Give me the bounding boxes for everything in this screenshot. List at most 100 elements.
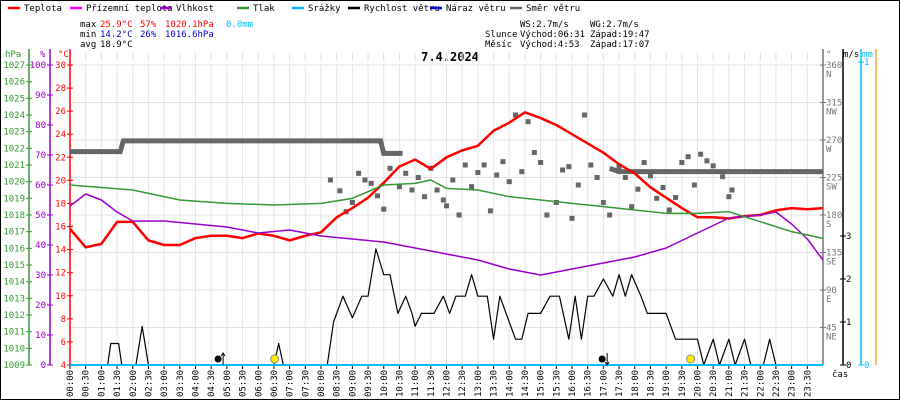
legend-item: Teplota: [24, 4, 62, 14]
x-tick-label: 10:00: [380, 370, 390, 397]
x-tick-label: 08:00: [317, 370, 327, 397]
pressure-tick-label: 1013: [3, 294, 25, 304]
wind-axis-unit: m/s: [843, 50, 859, 60]
pressure-tick-label: 1016: [3, 244, 25, 254]
wind-direction-point: [487, 208, 493, 214]
legend-item: Vlhkost: [176, 4, 214, 14]
sunrise-time: Východ:06:31: [520, 30, 585, 40]
moonrise-time: Východ:4:53: [520, 40, 580, 50]
wind-gust-max: WG:2.7m/s: [590, 20, 639, 30]
wind-direction-point: [698, 151, 704, 157]
x-tick-label: 12:30: [458, 370, 468, 397]
min-humidity: 26%: [140, 30, 157, 40]
series: [69, 111, 824, 366]
moon-label: Měsíc: [485, 40, 512, 50]
wind-direction-point: [506, 179, 512, 185]
temperature-tick-label: 22: [55, 153, 66, 163]
wind-direction-point: [616, 164, 622, 170]
x-tick-label: 13:00: [474, 370, 484, 397]
wind-direction-point: [560, 167, 566, 173]
temperature-tick-label: 8: [61, 315, 66, 325]
wind-tick-label: 3: [846, 232, 851, 242]
wind-direction-point: [462, 162, 468, 168]
chart-title: 7.4.2024: [421, 50, 479, 64]
events: [214, 352, 696, 366]
wind-direction-point: [679, 160, 685, 165]
wind-direction-line: [608, 165, 823, 175]
wind-direction-point: [704, 158, 710, 164]
x-tick-label: 04:00: [192, 370, 202, 397]
wind-direction-point: [660, 185, 666, 190]
x-tick-label: 14:30: [521, 370, 531, 397]
direction-tick-compass: W: [826, 145, 832, 155]
pressure-tick-label: 1011: [3, 328, 25, 338]
x-tick-label: 22:00: [756, 370, 766, 397]
min-label: min: [80, 30, 96, 40]
wind-direction-point: [475, 170, 481, 175]
pressure-tick-label: 1021: [3, 161, 25, 171]
x-tick-label: 17:30: [615, 370, 625, 397]
humidity-tick-label: 0: [41, 361, 46, 371]
x-tick-label: 14:00: [505, 370, 515, 397]
wind-direction-point: [729, 187, 735, 193]
pressure-tick-label: 1024: [3, 111, 25, 121]
wind-direction-point: [362, 177, 368, 183]
wind-tick-label: 1: [846, 318, 851, 328]
series-wind-line: [70, 248, 823, 366]
wind-direction-point: [607, 212, 613, 218]
x-tick-label: 16:30: [584, 370, 594, 397]
humidity-tick-label: 40: [35, 241, 46, 251]
x-tick-label: 15:30: [552, 370, 562, 397]
legend-item: Přízemní teplota: [86, 4, 173, 14]
x-tick-label: 23:00: [788, 370, 798, 397]
wind-direction-point: [531, 150, 537, 155]
x-tick-label: 03:30: [176, 370, 186, 397]
wind-direction-point: [538, 160, 544, 165]
pressure-tick-label: 1027: [3, 61, 25, 71]
moonset-moon-icon: [598, 355, 606, 363]
x-tick-label: 05:30: [239, 370, 249, 397]
pressure-tick-label: 1018: [3, 211, 25, 221]
x-tick-label: 05:00: [223, 370, 233, 397]
humidity-tick-label: 90: [35, 91, 46, 101]
wind-direction-point: [440, 197, 446, 203]
max-pressure: 1020.1hPa: [165, 20, 214, 30]
wind-direction-point: [544, 212, 550, 218]
x-tick-label: 00:30: [82, 370, 92, 397]
pressure-tick-label: 1020: [3, 178, 25, 188]
x-tick-label: 16:00: [568, 370, 578, 397]
pressure-tick-label: 1023: [3, 128, 25, 138]
direction-tick-label: 270: [826, 136, 842, 146]
wind-direction-point: [337, 188, 343, 194]
humidity-tick-label: 50: [35, 211, 46, 221]
wind-direction-point: [575, 182, 581, 188]
pressure-tick-label: 1010: [3, 344, 25, 354]
sunset-time: Západ:19:47: [590, 30, 650, 40]
legend-item: Náraz větru: [446, 4, 506, 14]
wind-direction-point: [434, 187, 440, 193]
pressure-tick-label: 1012: [3, 311, 25, 321]
x-tick-label: 11:30: [427, 370, 437, 397]
direction-tick-label: 135: [826, 249, 842, 259]
x-tick-label: 01:00: [97, 370, 107, 397]
wind-direction-line: [70, 138, 403, 156]
series-pressure-line: [69, 179, 824, 240]
wind-direction-point: [600, 200, 606, 205]
wind-direction-point: [641, 160, 647, 165]
direction-tick-compass: SW: [826, 183, 837, 193]
pressure-tick-label: 1015: [3, 261, 25, 271]
wind-direction-point: [450, 177, 456, 183]
x-tick-label: 06:00: [254, 370, 264, 397]
temperature-tick-label: 6: [61, 338, 66, 348]
temperature-tick-label: 18: [55, 199, 66, 209]
wind-direction-point: [415, 175, 421, 180]
grid: [69, 53, 824, 365]
x-tick-label: 13:30: [490, 370, 500, 397]
wind-direction-point: [726, 194, 732, 200]
direction-axis-unit: °: [826, 50, 831, 60]
wind-direction-point: [569, 215, 575, 221]
wind-direction-point: [481, 162, 487, 168]
wind-direction-point: [469, 184, 475, 190]
x-tick-label: 04:30: [207, 370, 217, 397]
pressure-tick-label: 1009: [3, 361, 25, 371]
